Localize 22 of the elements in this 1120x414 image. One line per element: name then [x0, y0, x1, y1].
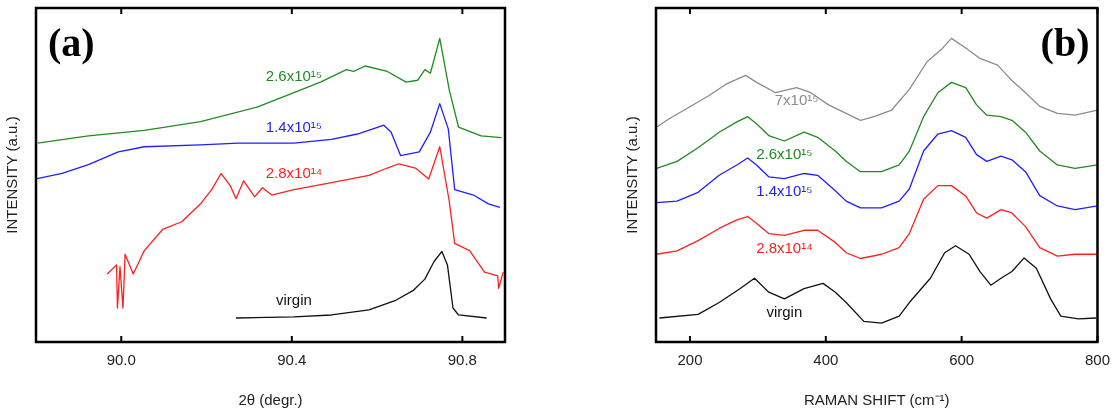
series-label: 1.4x10¹⁵ — [265, 117, 323, 135]
annotation: (a) — [48, 20, 95, 66]
series-label: virgin — [276, 291, 312, 309]
x-tick-label: 90.0 — [106, 351, 136, 369]
series-label: 2.8x10¹⁴ — [756, 239, 813, 257]
series-label: 1.4x10¹⁵ — [756, 182, 813, 200]
series-label: 2.6x10¹⁵ — [265, 67, 323, 85]
x-tick-label: 90.8 — [447, 351, 477, 369]
series-label: 7x10¹⁵ — [774, 91, 819, 109]
x-axis-title: 2θ (degr.) — [238, 391, 303, 409]
x-tick-label: 600 — [949, 351, 975, 369]
series-label: 2.6x10¹⁵ — [756, 144, 813, 162]
x-tick-label: 800 — [1084, 351, 1110, 369]
x-tick-label: 400 — [813, 351, 839, 369]
x-axis-title: RAMAN SHIFT (cm⁻¹) — [803, 391, 950, 409]
y-axis-title: INTENSITY (a.u.) — [3, 116, 21, 234]
y-axis-title: INTENSITY (a.u.) — [623, 116, 641, 234]
x-tick-label: 90.4 — [277, 351, 307, 369]
series-label: virgin — [766, 302, 803, 320]
series-label: 2.8x10¹⁴ — [265, 164, 323, 182]
x-tick-label: 200 — [677, 351, 703, 369]
annotation: (b) — [1040, 20, 1090, 66]
